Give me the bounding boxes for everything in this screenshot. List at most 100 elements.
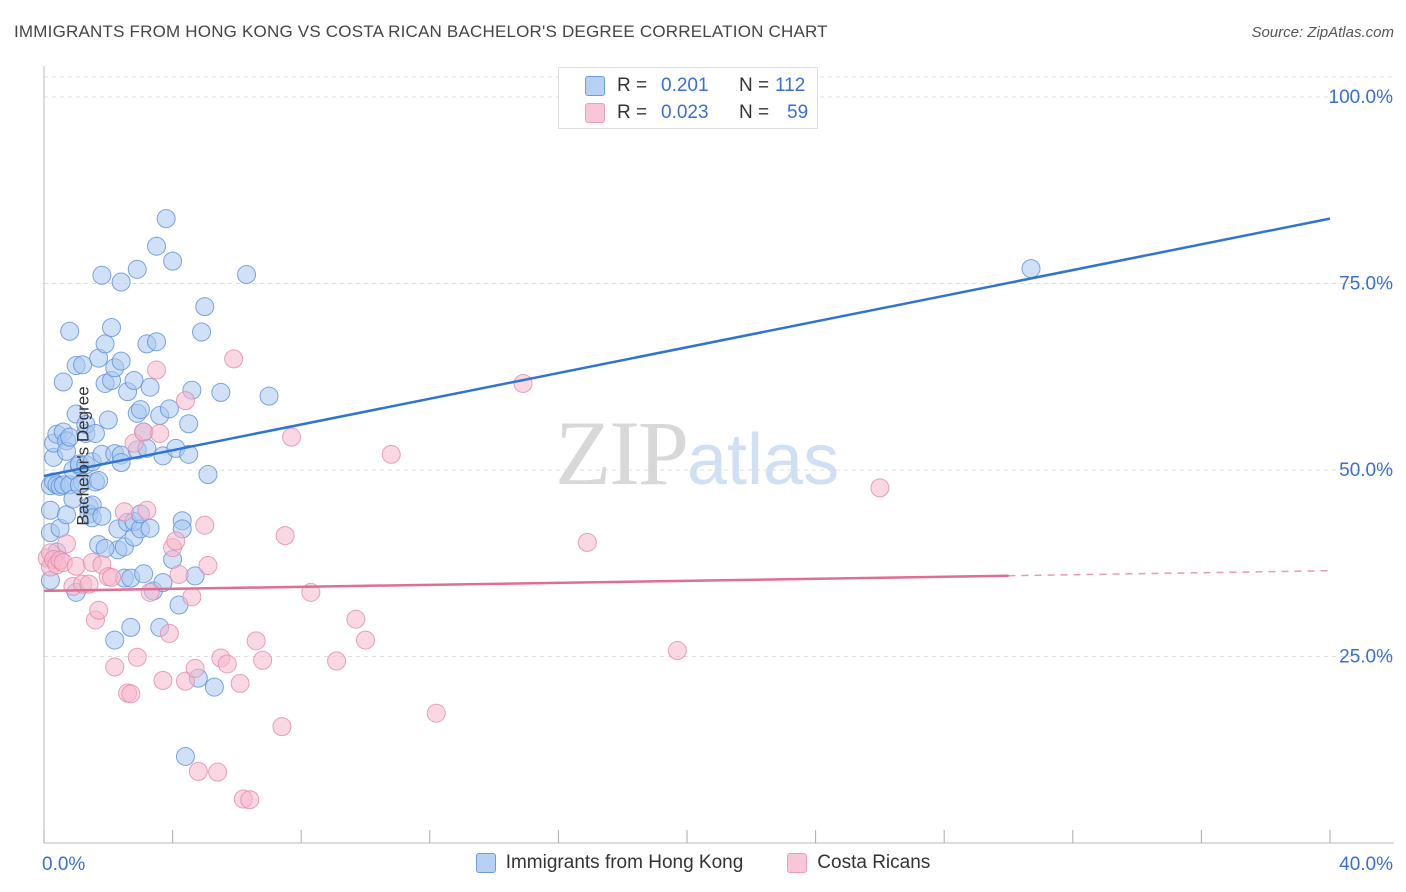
hong-kong-point — [237, 265, 257, 285]
y-tick-label: 100.0% — [1329, 87, 1394, 108]
hong-kong-point — [102, 318, 122, 338]
hong-kong-point — [147, 332, 167, 352]
costa-rica-point — [246, 631, 266, 651]
hong-kong-point — [60, 321, 80, 341]
costa-rica-point — [870, 478, 890, 498]
costa-rica-point — [89, 600, 109, 620]
y-tick-label: 75.0% — [1339, 274, 1393, 295]
hong-kong-point — [124, 370, 144, 390]
legend-n-value: 112 — [775, 75, 806, 96]
legend-r-value: 0.023 — [661, 102, 709, 123]
costa-rica-point — [147, 360, 167, 380]
hong-kong-point — [195, 297, 215, 317]
trend-lines — [43, 217, 1331, 593]
costa-rica-point — [513, 373, 533, 393]
legend-r-label: R = — [617, 102, 648, 123]
legend-swatch-pink — [585, 103, 605, 123]
hong-kong-point — [92, 506, 112, 526]
legend-swatch-blue — [475, 853, 496, 873]
costa-rica-point — [230, 673, 250, 693]
legend-row-costa-rica: R = 0.023 N = 59 — [559, 100, 808, 126]
series-legend: Immigrants from Hong Kong Costa Ricans — [0, 852, 1406, 874]
axes — [43, 66, 1394, 844]
costa-rica-point — [169, 564, 189, 584]
costa-rica-point — [188, 761, 208, 781]
hong-kong-point — [259, 386, 279, 406]
costa-rica-point — [105, 657, 125, 677]
legend-row-hong-kong: R = 0.201 N = 112 — [559, 73, 805, 99]
hong-kong-point — [175, 746, 195, 766]
hong-kong-point — [192, 322, 212, 342]
hong-kong-point — [127, 259, 147, 279]
trend-line-costa-rica-extension — [1008, 569, 1331, 577]
legend-n-label: N = — [739, 102, 770, 123]
hong-kong-point — [111, 272, 131, 292]
hong-kong-point — [53, 372, 73, 392]
legend-swatch-blue — [585, 76, 605, 96]
costa-rica-point — [327, 651, 347, 671]
costa-rica-point — [57, 534, 77, 554]
costa-rica-point — [272, 717, 292, 737]
hong-kong-point — [73, 355, 93, 375]
costa-rica-point — [182, 587, 202, 607]
hong-kong-point — [140, 518, 160, 538]
costa-rica-point — [175, 391, 195, 411]
chart-title: IMMIGRANTS FROM HONG KONG VS COSTA RICAN… — [14, 22, 828, 41]
costa-rica-point — [667, 641, 687, 661]
hong-kong-point — [134, 564, 154, 584]
legend-item-hong-kong[interactable]: Immigrants from Hong Kong — [475, 852, 744, 874]
costa-rica-point — [356, 630, 375, 650]
costa-rica-point — [166, 531, 186, 551]
costa-rica-point — [381, 444, 401, 464]
y-axis-label: Bachelor's Degree — [73, 386, 93, 526]
hong-kong-point — [92, 265, 112, 285]
hong-kong-point — [159, 399, 179, 419]
hong-kong-point — [140, 377, 160, 397]
costa-rica-point — [224, 349, 244, 369]
x-tick-label-min: 0.0% — [42, 854, 85, 875]
legend-n-label: N = — [739, 75, 770, 96]
hong-kong-point — [211, 382, 231, 402]
costa-rica-point — [102, 567, 122, 587]
costa-rica-point — [150, 423, 170, 443]
hong-kong-point — [179, 444, 199, 464]
legend-n-value: 59 — [787, 102, 809, 123]
costa-rica-point — [66, 556, 86, 576]
trend-line-hong-kong — [43, 217, 1331, 478]
costa-rica-point — [282, 427, 302, 447]
watermark-zip: ZIP — [555, 402, 689, 504]
hong-kong-point — [1021, 259, 1041, 279]
costa-rica-point — [253, 650, 273, 670]
hong-kong-point — [105, 630, 125, 650]
hong-kong-point — [89, 470, 109, 490]
gridlines — [44, 76, 1394, 657]
hong-kong-point — [69, 475, 89, 495]
legend-label-costa-rica: Costa Ricans — [817, 852, 931, 873]
hong-kong-point — [179, 414, 199, 434]
costa-rica-point — [198, 555, 218, 575]
costa-rica-point — [137, 500, 157, 520]
legend-r-value: 0.201 — [661, 75, 709, 96]
hong-kong-point — [153, 573, 173, 593]
legend-item-costa-rica[interactable]: Costa Ricans — [787, 852, 930, 874]
costa-rica-point — [195, 515, 215, 535]
costa-rica-point — [134, 422, 154, 442]
costa-rica-point — [275, 526, 295, 546]
hong-kong-point — [130, 400, 150, 420]
legend-swatch-pink — [787, 853, 808, 873]
costa-rica-point — [217, 654, 237, 674]
costa-rica-point — [577, 532, 597, 552]
hong-kong-point — [121, 617, 141, 637]
costa-rica-point — [153, 670, 173, 690]
source-label: Source: ZipAtlas.com — [1251, 24, 1394, 41]
costa-rica-point — [121, 684, 141, 704]
legend-r-label: R = — [617, 75, 648, 96]
hong-kong-point — [98, 410, 118, 430]
costa-rica-point — [140, 582, 160, 602]
hong-kong-point — [147, 236, 167, 256]
hong-kong-point — [198, 464, 218, 484]
hong-kong-point — [111, 351, 131, 371]
legend-label-hong-kong: Immigrants from Hong Kong — [505, 852, 744, 873]
hong-kong-point — [95, 334, 115, 354]
costa-rica-point — [346, 609, 366, 629]
